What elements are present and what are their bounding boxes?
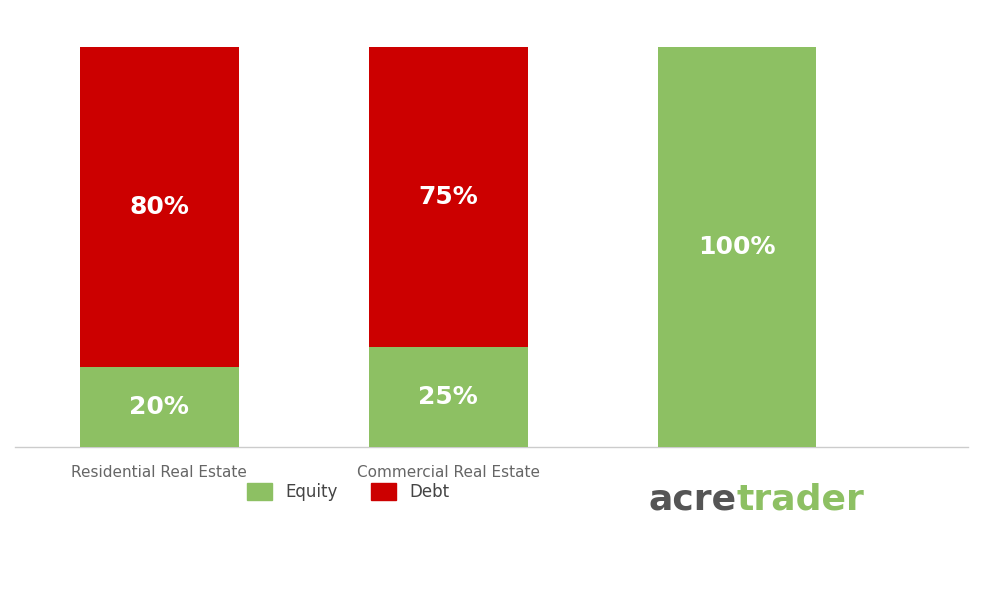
Text: 100%: 100% bbox=[698, 235, 776, 259]
Bar bbox=[80, 366, 239, 447]
Legend: Equity, Debt: Equity, Debt bbox=[241, 476, 456, 508]
Text: 20%: 20% bbox=[130, 395, 190, 419]
Bar bbox=[80, 47, 239, 366]
Text: trader: trader bbox=[737, 483, 865, 517]
Bar bbox=[369, 347, 528, 447]
Text: 80%: 80% bbox=[130, 195, 190, 219]
Text: 75%: 75% bbox=[419, 185, 478, 209]
Text: acre: acre bbox=[649, 483, 737, 517]
Text: 25%: 25% bbox=[419, 385, 478, 409]
Bar bbox=[658, 47, 817, 447]
Bar bbox=[369, 47, 528, 347]
